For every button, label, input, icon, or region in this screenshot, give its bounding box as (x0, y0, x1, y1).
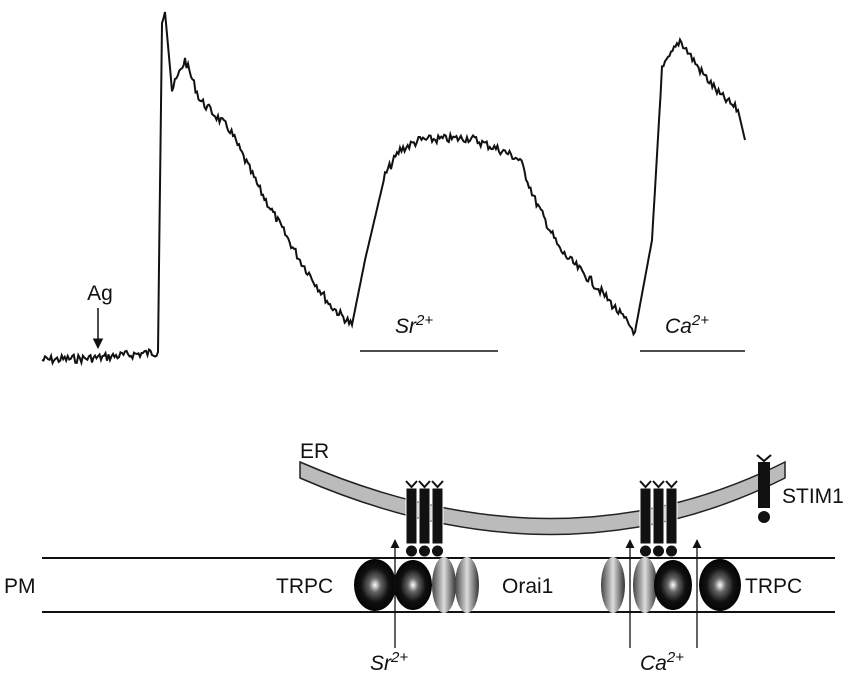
orai-channel (455, 557, 479, 613)
stim-body (405, 487, 418, 545)
stim-foot (758, 511, 770, 523)
stim-body (431, 487, 444, 545)
stim-head (418, 480, 431, 489)
orai-label: Orai1 (502, 575, 553, 598)
stim-body (665, 487, 678, 545)
stim-foot (653, 545, 664, 557)
trpc-label: TRPC (745, 575, 802, 598)
trpc-label: TRPC (276, 575, 333, 598)
er-label: ER (300, 440, 329, 463)
trpc-channel (654, 560, 692, 610)
orai-channel (432, 557, 456, 613)
ca-label: Ca2+ (665, 312, 709, 338)
stim-foot (666, 545, 677, 557)
stim-body (639, 487, 652, 545)
stim-body (652, 487, 665, 545)
trpc-channel (394, 560, 432, 610)
trpc-channel (354, 559, 396, 611)
stim-head (639, 480, 652, 489)
stim-head (405, 480, 418, 489)
pm-label: PM (4, 575, 36, 598)
orai-channel (601, 557, 625, 613)
stim-foot (432, 545, 443, 557)
stim-head (665, 480, 678, 489)
stim-clusters (405, 480, 678, 557)
sr-label: Sr2+ (370, 649, 408, 675)
stim-single (758, 462, 770, 508)
stim-foot (406, 545, 417, 557)
stim-body (418, 487, 431, 545)
stim-foot (640, 545, 651, 557)
stim-head (431, 480, 444, 489)
stim-foot (419, 545, 430, 557)
ca-label: Ca2+ (640, 649, 684, 675)
calcium-trace (41, 11, 746, 367)
sr-label: Sr2+ (395, 312, 433, 338)
orai-channel (633, 557, 657, 613)
agonist-label: Ag (87, 282, 113, 305)
er-membrane (299, 460, 786, 536)
trpc-channel (699, 559, 741, 611)
stim-label: STIM1 (782, 485, 844, 508)
stim-head (652, 480, 665, 489)
stim-head (756, 454, 772, 463)
